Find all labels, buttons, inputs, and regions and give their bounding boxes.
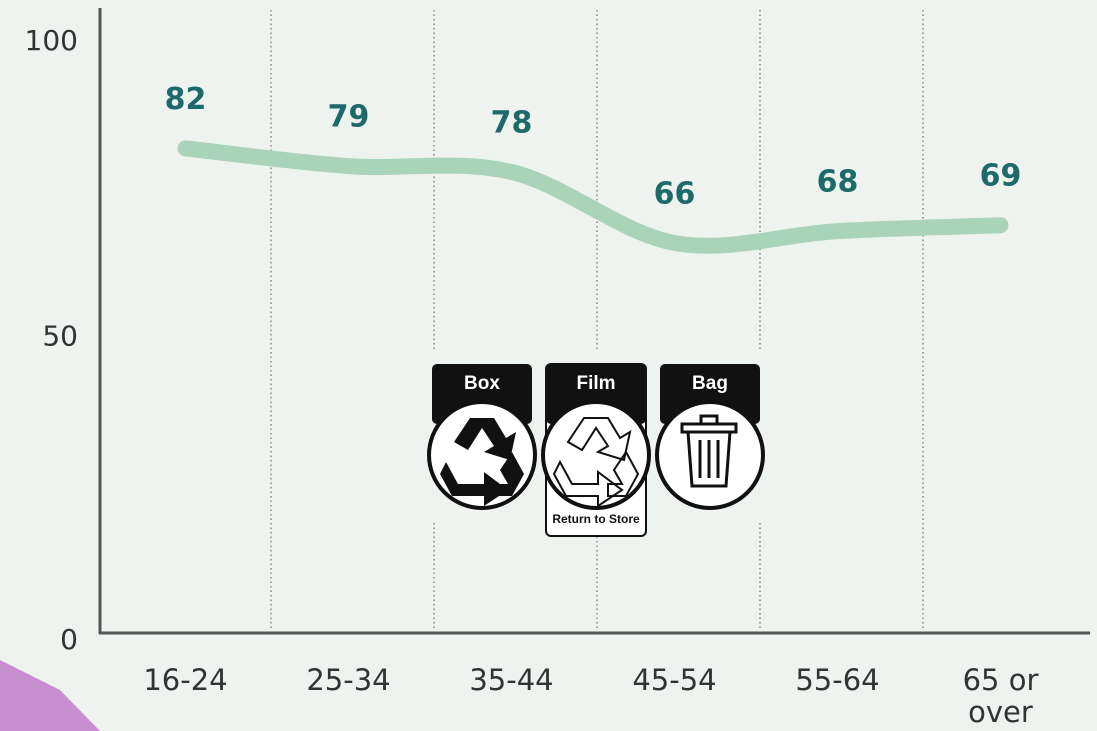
- x-tick-label: 25-34: [306, 663, 391, 697]
- x-tick-label: 45-54: [632, 663, 717, 697]
- y-tick-label: 0: [60, 623, 78, 656]
- data-line: [177, 140, 1009, 254]
- corner-decoration: [0, 660, 100, 731]
- icon-label: Box: [464, 373, 500, 394]
- data-label: 66: [654, 176, 696, 211]
- recycle-solid: [440, 418, 524, 506]
- data-label: 68: [817, 165, 859, 200]
- icon-label: Bag: [692, 373, 728, 394]
- x-tick-label: 35-44: [469, 663, 554, 697]
- y-tick-label: 50: [42, 320, 78, 353]
- recycle-outline: [552, 417, 640, 508]
- x-tick-label: 55-64: [795, 663, 880, 697]
- icon-label: Film: [576, 373, 615, 394]
- x-tick-label: 65 or over: [962, 663, 1039, 729]
- data-label: 78: [491, 106, 533, 141]
- icon-note: Return to Store: [552, 512, 640, 526]
- data-label: 82: [165, 82, 207, 117]
- data-label: 69: [980, 159, 1022, 194]
- trash-icon: [680, 414, 738, 488]
- data-label: 79: [328, 100, 370, 135]
- y-tick-label: 100: [25, 24, 78, 57]
- x-tick-label: 16-24: [143, 663, 228, 697]
- icons: Box Film Return to Store Bag: [425, 350, 770, 537]
